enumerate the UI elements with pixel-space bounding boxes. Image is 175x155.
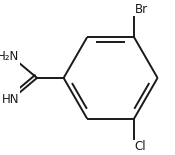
Text: H₂N: H₂N (0, 50, 19, 63)
Text: Br: Br (135, 3, 148, 16)
Text: Cl: Cl (135, 140, 146, 153)
Text: HN: HN (1, 93, 19, 106)
